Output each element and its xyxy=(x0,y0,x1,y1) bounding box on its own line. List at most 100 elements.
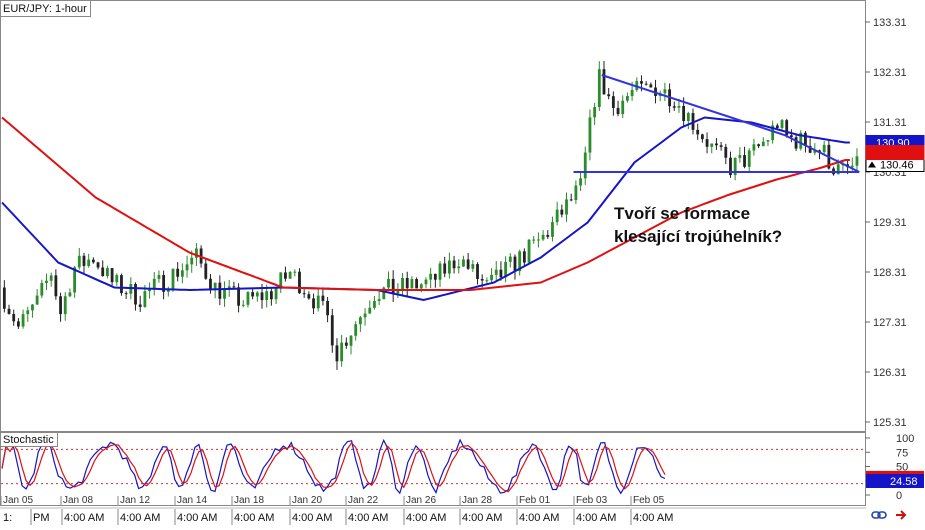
moving-average-blue-line xyxy=(1,116,850,302)
arrow-icon[interactable] xyxy=(896,510,907,520)
candle-body xyxy=(344,342,348,346)
candle-body xyxy=(471,264,475,269)
candle-body xyxy=(68,292,72,297)
candle-body xyxy=(419,284,423,289)
candle-body xyxy=(415,279,419,289)
x-date-label: Jan 26 xyxy=(406,495,436,506)
candle-body xyxy=(785,120,789,136)
x-time-label: 4:00 AM xyxy=(292,512,332,524)
x-time-label: 4:00 AM xyxy=(519,512,559,524)
candle-body xyxy=(532,239,536,241)
candle-body xyxy=(312,298,315,309)
y-tick-label: 129.31 xyxy=(873,217,907,229)
candle-body xyxy=(143,291,147,307)
candle-body xyxy=(537,239,540,241)
candle-body xyxy=(438,263,442,280)
candle-body xyxy=(354,324,358,336)
candle-body xyxy=(546,234,550,237)
candle-body xyxy=(799,132,803,149)
candle-body xyxy=(387,278,390,288)
stoch-plot xyxy=(1,438,865,495)
candle-body xyxy=(40,282,44,296)
candle-body xyxy=(63,296,67,315)
candle-body xyxy=(246,292,250,305)
candle-body xyxy=(91,259,95,263)
candle-body xyxy=(630,89,634,97)
y-tick-label: 126.31 xyxy=(873,367,907,379)
y-tick-label: 127.31 xyxy=(873,317,907,329)
candle-body xyxy=(794,137,798,149)
candle-body xyxy=(621,100,625,115)
x-time-label: 4:00 AM xyxy=(576,512,616,524)
candle-body xyxy=(138,304,142,307)
candle-body xyxy=(447,260,451,274)
candle-body xyxy=(241,304,245,306)
candle-body xyxy=(251,292,255,297)
candle-body xyxy=(738,155,742,158)
stoch-k-line xyxy=(1,438,666,495)
candle-body xyxy=(176,268,180,277)
candle-body xyxy=(316,295,320,309)
candle-body xyxy=(677,105,681,108)
candle-body xyxy=(672,106,676,108)
candle-body xyxy=(335,345,339,362)
x-time-label: 4:00 AM xyxy=(406,512,446,524)
candle-body xyxy=(59,296,62,315)
candle-body xyxy=(16,321,20,327)
candle-body xyxy=(490,274,493,281)
candle-body xyxy=(204,263,208,279)
candle-body xyxy=(729,157,732,176)
candle-body xyxy=(724,146,728,158)
x-time-label: 4:00 AM xyxy=(348,512,388,524)
price-tag-label: 130.46 xyxy=(880,160,914,172)
stoch-panel-frame xyxy=(0,432,866,506)
stoch-title-box xyxy=(0,432,58,447)
candle-body xyxy=(686,113,690,121)
candle-body xyxy=(485,280,489,282)
candle-body xyxy=(255,292,259,297)
candle-body xyxy=(743,155,746,167)
candle-body xyxy=(227,286,231,289)
candle-body xyxy=(21,314,25,327)
stoch-tick-label: 50 xyxy=(896,462,908,474)
candle-body xyxy=(190,257,194,265)
annotation-line-1: Tvoří se formace xyxy=(614,204,750,223)
x-date-label: Jan 28 xyxy=(462,495,492,506)
candle-body xyxy=(171,268,175,289)
candle-body xyxy=(45,280,48,283)
candle-body xyxy=(77,255,81,268)
upper-trendline xyxy=(601,74,860,173)
candle-body xyxy=(157,274,161,279)
candle-body xyxy=(775,125,779,129)
candle-body xyxy=(513,256,517,272)
candle-body xyxy=(223,288,226,299)
candle-body xyxy=(719,145,723,147)
x-date-label: Jan 08 xyxy=(63,495,93,506)
stoch-tick-label: 100 xyxy=(896,433,914,445)
candle-body xyxy=(237,287,240,306)
candle-body xyxy=(466,259,470,269)
candle-body xyxy=(480,278,484,281)
candle-body xyxy=(644,83,648,85)
candle-body xyxy=(836,164,840,175)
candle-body xyxy=(752,144,756,151)
candle-body xyxy=(148,288,151,292)
x-time-label: 1: xyxy=(3,512,12,524)
candle-body xyxy=(115,275,119,283)
candle-body xyxy=(288,272,292,279)
candle-body xyxy=(302,293,306,295)
candle-body xyxy=(377,299,381,302)
candle-body xyxy=(321,295,325,301)
candle-body xyxy=(368,307,372,314)
x-date-label: Feb 05 xyxy=(633,495,665,506)
candle-body xyxy=(555,209,559,223)
candle-body xyxy=(358,317,362,325)
link-icon[interactable] xyxy=(871,511,887,519)
candle-body xyxy=(134,284,137,305)
candle-body xyxy=(583,152,587,179)
candle-body xyxy=(696,129,700,135)
candle-body xyxy=(649,84,653,88)
stoch-title: Stochastic xyxy=(3,434,54,446)
candle-body xyxy=(101,267,105,277)
